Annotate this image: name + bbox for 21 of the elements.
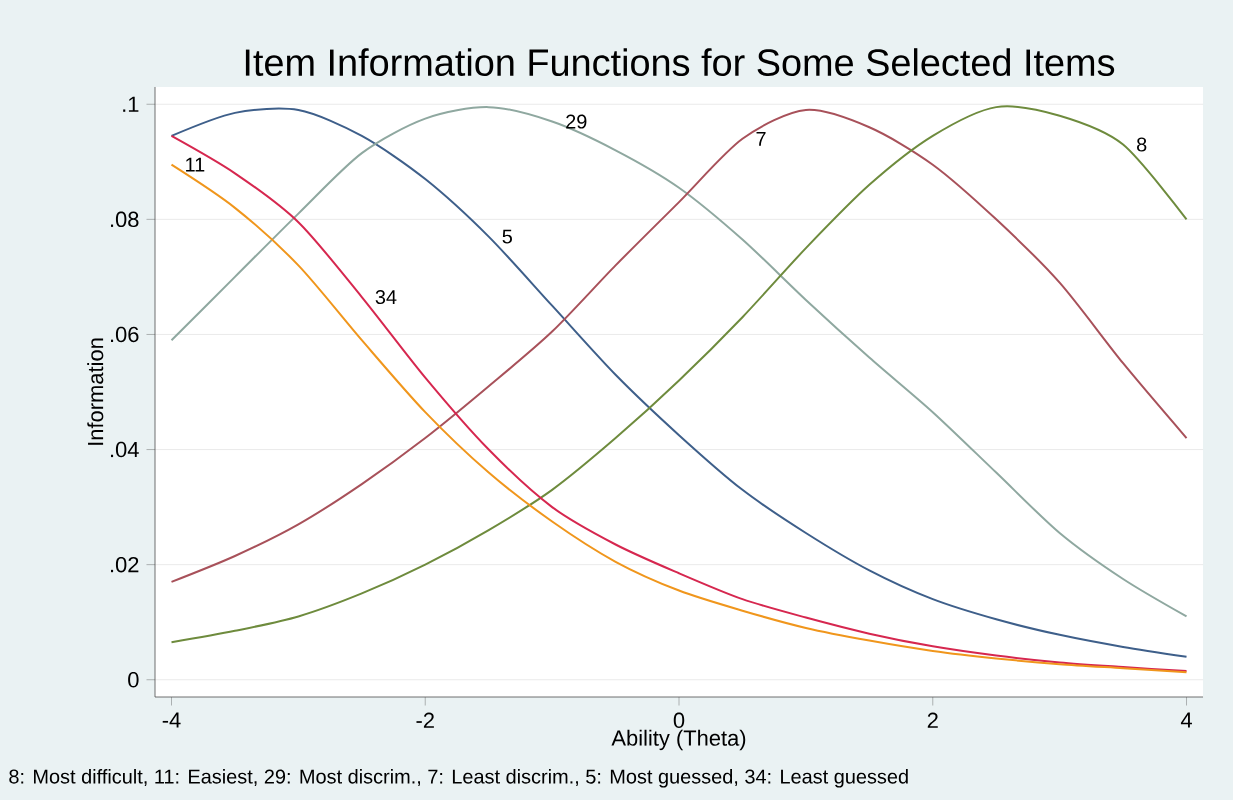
annotation: 34: [375, 290, 397, 305]
y-tick-label: 0: [128, 672, 139, 688]
x-tick-label: 4: [1180, 712, 1192, 728]
y-tick-label: .06: [110, 326, 139, 343]
x-tick-label: -4: [162, 712, 181, 728]
x-axis-title: Ability (Theta): [611, 729, 746, 751]
y-axis-title: Information: [87, 338, 104, 445]
annotation: 8: [1137, 137, 1147, 152]
annotation: 29: [566, 114, 587, 129]
y-tick-label: .02: [110, 556, 139, 573]
chart-title: Item Information Functions for Some Selected Items: [245, 48, 1115, 76]
x-tick-label: -2: [416, 712, 434, 728]
y-tick-label: .08: [110, 211, 139, 228]
x-tick-label: 2: [927, 712, 938, 728]
annotation: 7: [756, 131, 766, 146]
y-tick-label: .1: [123, 96, 139, 112]
annotation: 11: [186, 157, 205, 172]
annotation: 5: [502, 229, 512, 244]
y-tick-label: .04: [110, 441, 139, 458]
x-tick-label: 0: [673, 712, 685, 729]
text: 8: Most difficult, 11: Easiest, 29: Most discrim., 7: Least discrim., 5: Most guessed, 34: Least guessed: [9, 769, 908, 788]
